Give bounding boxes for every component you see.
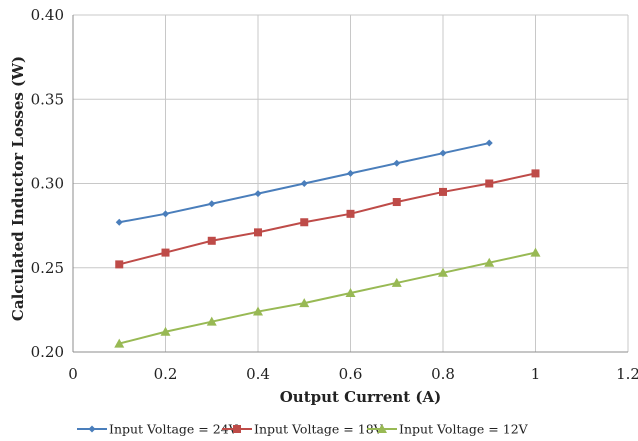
x-tick-label: 0.2 (154, 365, 178, 383)
series-layer (114, 139, 541, 348)
data-point (485, 179, 494, 188)
tick-labels: 0 0.2 0.4 0.6 0.8 1 1.2 0.20 0.25 0.30 0.35 0.40 (31, 6, 638, 383)
data-point (347, 169, 354, 177)
data-point (208, 200, 216, 208)
data-point (254, 228, 262, 237)
x-tick-label: 0.8 (431, 365, 455, 383)
data-point (345, 288, 356, 298)
series-line (119, 172, 536, 266)
legend-marker (88, 425, 96, 433)
data-point (114, 338, 125, 348)
data-point (206, 316, 217, 326)
data-point (160, 326, 171, 336)
y-tick-label: 0.35 (31, 90, 64, 108)
x-tick-label: 0.6 (339, 365, 363, 383)
legend-entry: Input Voltage = 18V (222, 422, 384, 437)
axes (72, 15, 628, 353)
data-point (392, 198, 401, 207)
data-point (300, 218, 309, 227)
legend-label: Input Voltage = 18V (254, 422, 384, 437)
data-point (531, 169, 540, 178)
legend-entry: Input Voltage = 12V (367, 422, 529, 437)
x-axis-title: Output Current (A) (280, 388, 442, 406)
data-point (299, 298, 310, 308)
legend-marker (233, 425, 241, 433)
series-2 (115, 169, 540, 269)
y-axis-title: Calculated Inductor Losses (W) (9, 56, 27, 321)
legend-label: Input Voltage = 12V (399, 422, 529, 437)
data-point (300, 180, 308, 187)
series-1 (115, 139, 493, 226)
data-point (162, 210, 169, 218)
data-point (439, 149, 447, 157)
series-line (119, 251, 536, 345)
y-tick-label: 0.40 (31, 6, 64, 24)
data-point (115, 260, 124, 269)
x-tick-label: 1 (531, 365, 541, 383)
data-point (161, 248, 170, 257)
legend-label: Input Voltage = 24V (109, 422, 239, 437)
y-tick-label: 0.20 (31, 343, 64, 361)
data-point (439, 187, 447, 196)
data-point (485, 139, 493, 147)
series-3 (114, 247, 541, 348)
data-point (253, 306, 263, 316)
gridlines (73, 14, 629, 352)
legend-entry: Input Voltage = 24V (77, 422, 239, 437)
data-point (254, 190, 262, 198)
data-point (391, 277, 402, 287)
x-tick-label: 0.4 (246, 365, 270, 383)
data-point (115, 218, 123, 226)
x-tick-label: 1.2 (616, 365, 638, 383)
y-tick-label: 0.30 (31, 175, 64, 193)
data-point (484, 257, 495, 267)
data-point (207, 236, 216, 245)
data-point (438, 267, 448, 277)
data-point (346, 209, 355, 218)
data-point (530, 247, 541, 257)
legend-marker (377, 424, 387, 433)
legend: Input Voltage = 24V Input Voltage = 18V In… (77, 422, 529, 437)
y-tick-label: 0.25 (31, 259, 64, 277)
x-tick-label: 0 (68, 365, 78, 383)
data-point (393, 159, 401, 167)
